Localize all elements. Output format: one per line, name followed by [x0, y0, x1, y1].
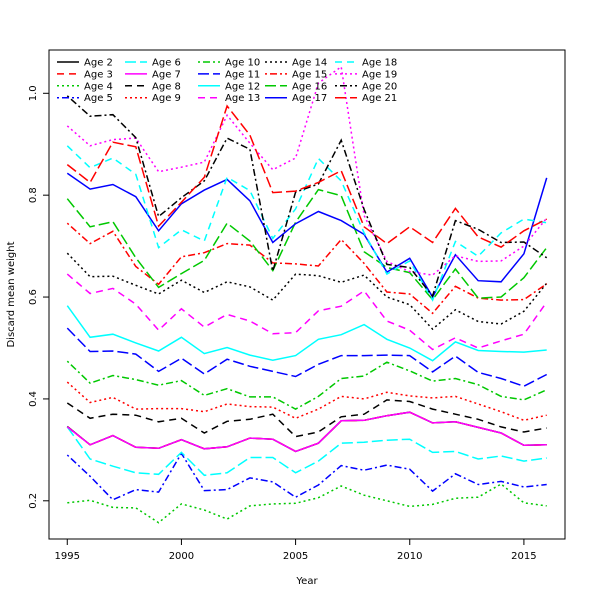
x-axis-title: Year	[295, 576, 318, 587]
legend-item: Age 14	[265, 58, 327, 69]
series-line-3	[66, 411, 547, 453]
y-tick-label: 0.6	[28, 289, 39, 305]
legend-label: Age 19	[362, 69, 397, 80]
legend-item: Age 17	[265, 93, 327, 104]
series-line-16	[66, 188, 548, 301]
x-axis: 1995 2000 2005 2010 2015	[55, 539, 537, 562]
legend-item: Age 3	[57, 69, 113, 80]
series-line-10	[66, 360, 548, 410]
series-line-7	[66, 411, 547, 453]
legend-label: Age 15	[292, 69, 327, 80]
legend-label: Age 20	[362, 81, 397, 92]
y-tick-label: 0.4	[28, 391, 39, 407]
legend-item: Age 20	[335, 81, 397, 92]
y-tick-label: 0.8	[28, 187, 39, 203]
legend-label: Age 16	[292, 81, 327, 92]
legend-item: Age 12	[198, 81, 260, 92]
legend-label: Age 3	[84, 69, 113, 80]
x-tick-label: 2010	[397, 551, 422, 562]
legend-item: Age 2	[57, 58, 113, 69]
legend-item: Age 21	[335, 93, 397, 104]
legend-label: Age 12	[225, 81, 260, 92]
series-line-4	[67, 483, 547, 524]
series-line-21	[66, 104, 548, 248]
legend-label: Age 17	[292, 93, 327, 104]
legend-label: Age 14	[292, 58, 327, 69]
series-line-11	[66, 327, 548, 388]
legend-label: Age 18	[362, 58, 397, 69]
series-line-14	[66, 252, 548, 331]
legend-item: Age 5	[57, 93, 113, 104]
series-line-12	[66, 305, 547, 362]
series-line-8	[66, 399, 547, 438]
legend-item: Age 8	[125, 81, 181, 92]
legend-label: Age 2	[84, 58, 113, 69]
series-line-15	[66, 222, 548, 315]
y-tick-label: 1.0	[28, 85, 39, 101]
legend-item: Age 10	[198, 58, 260, 69]
plot-lines	[66, 65, 548, 524]
legend-item: Age 7	[125, 69, 181, 80]
x-tick-label: 2000	[169, 551, 194, 562]
legend-label: Age 11	[225, 69, 260, 80]
legend-item: Age 4	[57, 81, 113, 92]
legend-label: Age 8	[152, 81, 181, 92]
x-tick-label: 1995	[55, 551, 80, 562]
x-tick-label: 2015	[511, 551, 536, 562]
series-line-20	[66, 95, 548, 298]
series-line-19	[66, 65, 548, 276]
plot-frame	[48, 49, 566, 540]
series-line-17	[66, 172, 548, 299]
y-axis: 0.2 0.4 0.6 0.8 1.0	[28, 85, 49, 509]
series-line-6	[66, 426, 547, 477]
legend-label: Age 21	[362, 93, 397, 104]
legend-item: Age 19	[335, 69, 397, 80]
legend-item: Age 15	[265, 69, 327, 80]
y-axis-title: Discard mean weight	[6, 241, 17, 347]
legend-label: Age 6	[152, 58, 181, 69]
legend-item: Age 9	[125, 93, 181, 104]
y-tick-label: 0.2	[28, 493, 39, 509]
legend-label: Age 5	[84, 93, 113, 104]
series-line-13	[66, 273, 548, 351]
legend-item: Age 16	[265, 81, 327, 92]
series-line-9	[66, 381, 547, 422]
legend-label: Age 7	[152, 69, 181, 80]
series-line-5	[66, 451, 547, 501]
series-line-2	[66, 411, 547, 453]
legend-item: Age 13	[198, 93, 260, 104]
legend-label: Age 9	[152, 93, 181, 104]
legend-item: Age 18	[335, 58, 397, 69]
legend-label: Age 10	[225, 58, 260, 69]
legend-label: Age 13	[225, 93, 260, 104]
legend-label: Age 4	[84, 81, 113, 92]
legend-item: Age 11	[198, 69, 260, 80]
x-tick-label: 2005	[283, 551, 308, 562]
legend-item: Age 6	[125, 58, 181, 69]
series-line-18	[66, 145, 547, 302]
